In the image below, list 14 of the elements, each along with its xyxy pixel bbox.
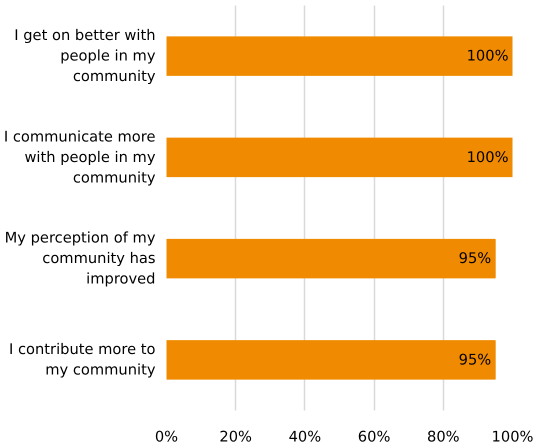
y-tick-label: I get on better with people in my community — [14, 27, 156, 86]
x-tick-label: 60% — [358, 428, 390, 446]
data-label: 100% — [466, 48, 509, 65]
y-tick-label: My perception of my community has improved — [4, 230, 156, 288]
data-label: 95% — [458, 351, 492, 368]
x-tick-label: 0% — [154, 428, 178, 446]
x-tick-label: 80% — [427, 428, 460, 446]
y-tick-label: I communicate more with people in my community — [4, 128, 156, 186]
x-tick-label: 20% — [219, 428, 252, 446]
data-label: 100% — [466, 148, 509, 166]
x-tick-label: 40% — [288, 428, 322, 446]
y-tick-label: I contribute more to my community — [9, 341, 156, 379]
x-tick-label: 100% — [492, 428, 534, 446]
data-label: 95% — [458, 250, 492, 268]
